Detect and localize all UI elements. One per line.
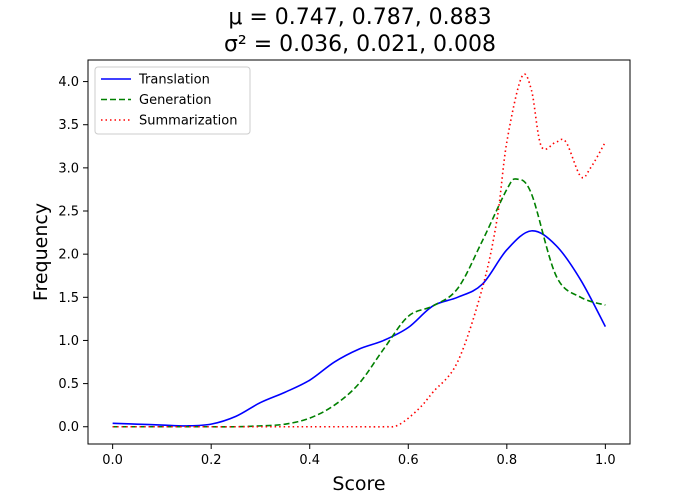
y-tick-label: 0.0 — [58, 420, 79, 435]
legend-label-translation: Translation — [138, 73, 210, 88]
legend-label-generation: Generation — [139, 93, 212, 108]
series-line-translation — [112, 230, 607, 427]
x-axis-label: Score — [332, 473, 385, 495]
y-tick-label: 2.5 — [58, 205, 79, 220]
y-tick-label: 2.0 — [58, 248, 79, 263]
x-tick-label: 0.0 — [102, 453, 123, 468]
y-axis-label: Frequency — [30, 203, 52, 301]
series-line-generation — [112, 178, 606, 428]
legend-box — [94, 66, 251, 135]
y-tick-label: 1.0 — [58, 334, 79, 349]
legend-label-summarization: Summarization — [139, 114, 237, 129]
x-tick-label: 0.8 — [496, 453, 517, 468]
y-tick-label: 4.0 — [58, 75, 79, 90]
series-lines — [112, 73, 607, 428]
y-tick-label: 3.5 — [58, 118, 79, 133]
y-tick-label: 3.0 — [58, 161, 79, 176]
chart-title-line-2: σ² = 0.036, 0.021, 0.008 — [224, 32, 496, 57]
x-tick-label: 0.6 — [398, 453, 419, 468]
chart-title-line-1: μ = 0.747, 0.787, 0.883 — [228, 5, 491, 30]
x-tick-label: 0.2 — [201, 453, 222, 468]
axis-ticks: 0.0 0.2 0.4 0.6 0.8 1.0 0.0 0.5 1.0 1.5 2.0 2.5 3.0 3… — [58, 75, 615, 468]
y-tick-label: 0.5 — [58, 377, 79, 392]
x-tick-label: 0.4 — [299, 453, 320, 468]
x-tick-label: 1.0 — [595, 453, 616, 468]
y-tick-label: 1.5 — [58, 291, 79, 306]
legend: Translation Generation Summarization — [94, 66, 251, 135]
series-line-summarization — [112, 73, 607, 428]
